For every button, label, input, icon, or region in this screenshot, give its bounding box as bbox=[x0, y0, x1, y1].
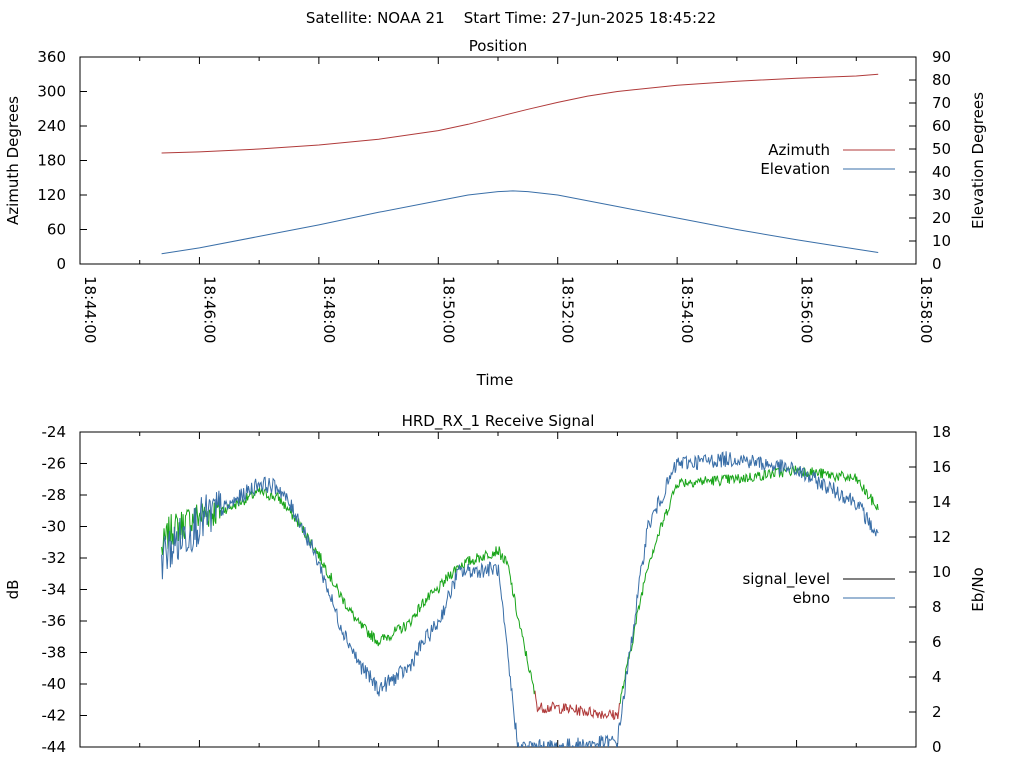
y-tick-label: -32 bbox=[42, 549, 67, 567]
y2-tick-label: 10 bbox=[932, 232, 951, 250]
y2-tick-label: 90 bbox=[932, 48, 951, 66]
series-line-azimuth bbox=[161, 73, 879, 154]
x-tick-label: 18:52:00 bbox=[559, 276, 577, 343]
y2-tick-label: 6 bbox=[932, 633, 942, 651]
x-axis-label: Time bbox=[476, 371, 514, 389]
y-tick-label: -36 bbox=[42, 612, 67, 630]
legend-label-signal-level: signal_level bbox=[742, 570, 830, 589]
series-line-ebno bbox=[161, 451, 879, 747]
receive-signal-chart: HRD_RX_1 Receive Signal -24 -26 -28 -30 -32 -3… bbox=[4, 412, 987, 756]
y-axis-label: Azimuth Degrees bbox=[4, 96, 22, 225]
x-tick-label: 18:56:00 bbox=[798, 276, 816, 343]
y-tick-label: 0 bbox=[56, 255, 66, 273]
x-tick-label: 18:44:00 bbox=[81, 276, 99, 343]
y-tick-label: -30 bbox=[42, 518, 67, 536]
x-tick-label: 18:48:00 bbox=[320, 276, 338, 343]
y2-tick-label: 50 bbox=[932, 140, 951, 158]
x-tick-label: 18:54:00 bbox=[678, 276, 696, 343]
y2-tick-label: 0 bbox=[932, 255, 942, 273]
y-tick-label: -28 bbox=[42, 486, 67, 504]
y-tick-label: -40 bbox=[42, 675, 67, 693]
y-tick-label: -26 bbox=[42, 455, 67, 473]
series-line-elevation bbox=[161, 190, 879, 255]
y2-tick-label: 2 bbox=[932, 703, 942, 721]
y-tick-label: 240 bbox=[37, 117, 66, 135]
y2-tick-label: 40 bbox=[932, 163, 951, 181]
y2-tick-label: 80 bbox=[932, 71, 951, 89]
y-tick-label: 360 bbox=[37, 48, 66, 66]
y-tick-label: -38 bbox=[42, 644, 67, 662]
series-line-signal-level bbox=[161, 486, 536, 695]
x-tick-label: 18:58:00 bbox=[917, 276, 935, 343]
y2-tick-label: 70 bbox=[932, 94, 951, 112]
x-tick-label: 18:50:00 bbox=[439, 276, 457, 343]
legend-label-ebno: ebno bbox=[793, 589, 830, 607]
y-tick-label: 120 bbox=[37, 186, 66, 204]
series-line-signal-level bbox=[534, 690, 621, 721]
position-chart: Position 18:44:00 18:46:00 18:48:00 18:50:00… bbox=[4, 37, 987, 389]
y-tick-label: -42 bbox=[42, 707, 67, 725]
y2-tick-label: 14 bbox=[932, 493, 951, 511]
chart-title: Position bbox=[469, 37, 527, 55]
y2-tick-label: 18 bbox=[932, 423, 951, 441]
y2-tick-label: 30 bbox=[932, 186, 951, 204]
y-axis-label: dB bbox=[4, 580, 22, 600]
y2-axis-label: Eb/No bbox=[969, 567, 987, 611]
y2-tick-label: 16 bbox=[932, 458, 951, 476]
y2-tick-label: 60 bbox=[932, 117, 951, 135]
y2-tick-label: 0 bbox=[932, 738, 942, 756]
y2-tick-label: 4 bbox=[932, 668, 942, 686]
y-tick-label: -24 bbox=[42, 423, 67, 441]
y2-tick-label: 20 bbox=[932, 209, 951, 227]
legend-label-elevation: Elevation bbox=[760, 160, 830, 178]
y2-tick-label: 10 bbox=[932, 563, 951, 581]
legend-label-azimuth: Azimuth bbox=[768, 141, 830, 159]
plot-frame bbox=[79, 431, 917, 748]
y-tick-label: -34 bbox=[42, 581, 67, 599]
y-tick-label: 60 bbox=[47, 221, 66, 239]
y-tick-label: 300 bbox=[37, 83, 66, 101]
y2-tick-label: 8 bbox=[932, 598, 942, 616]
chart-title: HRD_RX_1 Receive Signal bbox=[402, 412, 595, 431]
header-title: Satellite: NOAA 21 Start Time: 27-Jun-20… bbox=[306, 9, 716, 27]
y2-axis-label: Elevation Degrees bbox=[969, 92, 987, 229]
y-tick-label: -44 bbox=[42, 738, 67, 756]
y2-tick-label: 12 bbox=[932, 528, 951, 546]
series-line-signal-level bbox=[619, 465, 879, 704]
x-tick-label: 18:46:00 bbox=[200, 276, 218, 343]
y-tick-label: 180 bbox=[37, 152, 66, 170]
